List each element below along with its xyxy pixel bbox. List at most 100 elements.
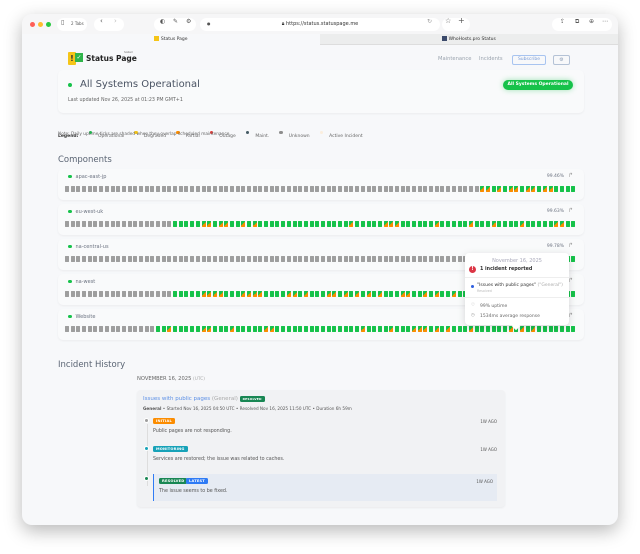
uptime-tick[interactable] (525, 186, 530, 192)
uptime-tick[interactable] (394, 326, 399, 332)
uptime-tick[interactable] (82, 291, 87, 297)
uptime-tick[interactable] (76, 221, 81, 227)
uptime-tick[interactable] (303, 221, 308, 227)
reload-icon[interactable]: ↻ (427, 18, 433, 25)
uptime-tick[interactable] (423, 326, 428, 332)
uptime-tick[interactable] (212, 256, 217, 262)
uptime-tick[interactable] (178, 221, 183, 227)
uptime-tick[interactable] (116, 291, 121, 297)
uptime-tick[interactable] (133, 326, 138, 332)
uptime-tick[interactable] (360, 221, 365, 227)
uptime-tick[interactable] (372, 326, 377, 332)
nav-maintenance[interactable]: Maintenance (438, 56, 472, 62)
uptime-tick[interactable] (252, 221, 257, 227)
uptime-tick[interactable] (298, 186, 303, 192)
uptime-tick[interactable] (133, 221, 138, 227)
uptime-tick[interactable] (116, 221, 121, 227)
uptime-tick[interactable] (321, 326, 325, 332)
uptime-tick[interactable] (281, 256, 286, 262)
uptime-tick[interactable] (184, 326, 189, 332)
uptime-tick[interactable] (207, 186, 212, 192)
uptime-tick[interactable] (161, 186, 166, 192)
uptime-tick[interactable] (531, 326, 536, 332)
uptime-tick[interactable] (412, 186, 417, 192)
uptime-tick[interactable] (144, 221, 149, 227)
uptime-tick[interactable] (116, 256, 121, 262)
uptime-tick[interactable] (275, 291, 280, 297)
uptime-tick[interactable] (554, 186, 559, 192)
uptime-tick[interactable] (195, 221, 200, 227)
uptime-tick[interactable] (70, 326, 75, 332)
logo[interactable]: ! ✓ Status Page hosted (68, 51, 148, 68)
uptime-tick[interactable] (99, 256, 104, 262)
uptime-tick[interactable] (406, 186, 411, 192)
uptime-tick[interactable] (349, 291, 354, 297)
uptime-tick[interactable] (93, 256, 98, 262)
uptime-tick[interactable] (542, 186, 547, 192)
tab-overview-icon[interactable]: ⧉ (575, 18, 580, 25)
uptime-tick[interactable] (87, 186, 92, 192)
uptime-tick[interactable] (565, 186, 570, 192)
uptime-tick[interactable] (178, 326, 183, 332)
uptime-tick[interactable] (554, 221, 559, 227)
uptime-tick[interactable] (349, 256, 354, 262)
uptime-tick[interactable] (241, 221, 246, 227)
uptime-tick[interactable] (138, 256, 143, 262)
uptime-tick[interactable] (292, 186, 297, 192)
address-bar[interactable]: 🔒︎ https://status.statuspage.me (200, 18, 440, 31)
uptime-tick[interactable] (338, 326, 343, 332)
uptime-tick[interactable] (190, 256, 195, 262)
settings-button[interactable]: ⚙ (553, 55, 570, 65)
uptime-tick[interactable] (207, 326, 212, 332)
uptime-tick[interactable] (303, 291, 308, 297)
uptime-tick[interactable] (434, 221, 439, 227)
uptime-tick[interactable] (321, 186, 325, 192)
uptime-tick[interactable] (383, 256, 388, 262)
uptime-tick[interactable] (349, 221, 354, 227)
uptime-tick[interactable] (332, 256, 337, 262)
uptime-tick[interactable] (235, 186, 240, 192)
uptime-tick[interactable] (394, 291, 399, 297)
uptime-tick[interactable] (508, 186, 513, 192)
uptime-tick[interactable] (338, 291, 343, 297)
uptime-tick[interactable] (372, 186, 377, 192)
minimize-window-button[interactable] (38, 22, 43, 27)
uptime-tick[interactable] (321, 256, 325, 262)
uptime-tick[interactable] (241, 186, 246, 192)
uptime-tick[interactable] (275, 186, 280, 192)
uptime-tick[interactable] (497, 221, 502, 227)
share-icon[interactable]: ⇪ (560, 18, 566, 25)
uptime-tick[interactable] (178, 186, 183, 192)
uptime-tick[interactable] (508, 326, 513, 332)
uptime-tick[interactable] (537, 186, 542, 192)
uptime-tick[interactable] (281, 186, 286, 192)
uptime-tick[interactable] (224, 326, 229, 332)
uptime-tick[interactable] (173, 256, 178, 262)
uptime-tick[interactable] (264, 326, 269, 332)
uptime-tick[interactable] (110, 221, 115, 227)
uptime-tick[interactable] (184, 256, 189, 262)
uptime-tick[interactable] (429, 326, 434, 332)
uptime-tick[interactable] (383, 326, 388, 332)
uptime-tick[interactable] (99, 221, 104, 227)
uptime-tick[interactable] (82, 256, 87, 262)
uptime-tick[interactable] (457, 221, 462, 227)
uptime-tick[interactable] (457, 291, 462, 297)
uptime-tick[interactable] (508, 221, 513, 227)
uptime-tick[interactable] (349, 186, 354, 192)
uptime-tick[interactable] (218, 221, 223, 227)
uptime-tick[interactable] (349, 326, 354, 332)
uptime-tick[interactable] (104, 256, 109, 262)
uptime-tick[interactable] (247, 221, 252, 227)
uptime-tick[interactable] (229, 291, 234, 297)
more-icon[interactable]: ⋯ (602, 18, 608, 25)
uptime-tick[interactable] (235, 256, 240, 262)
uptime-tick[interactable] (366, 326, 371, 332)
uptime-tick[interactable] (332, 326, 337, 332)
uptime-tick[interactable] (485, 326, 490, 332)
uptime-tick[interactable] (184, 221, 189, 227)
uptime-tick[interactable] (286, 291, 291, 297)
uptime-tick[interactable] (292, 291, 297, 297)
uptime-tick[interactable] (173, 326, 178, 332)
uptime-tick[interactable] (275, 326, 280, 332)
